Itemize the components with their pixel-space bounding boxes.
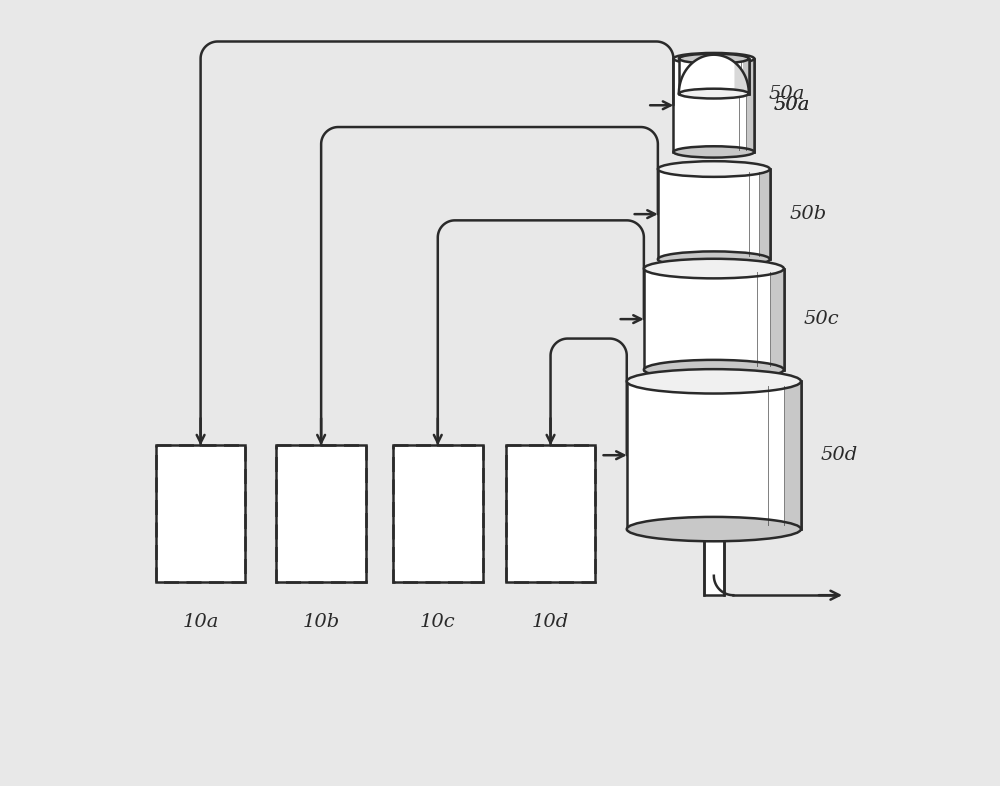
Bar xyxy=(276,446,366,582)
Bar xyxy=(673,59,754,152)
Ellipse shape xyxy=(658,252,770,267)
Bar xyxy=(156,446,245,582)
Bar xyxy=(747,59,754,152)
Ellipse shape xyxy=(644,360,784,380)
Bar xyxy=(627,381,801,529)
Ellipse shape xyxy=(658,161,770,177)
Ellipse shape xyxy=(644,259,784,278)
Bar xyxy=(743,59,749,94)
Text: 10c: 10c xyxy=(420,613,456,630)
Text: 50a: 50a xyxy=(774,96,810,114)
Bar xyxy=(785,381,801,529)
Bar xyxy=(506,446,595,582)
Polygon shape xyxy=(679,55,749,94)
Bar xyxy=(393,446,483,582)
Text: 10b: 10b xyxy=(303,613,340,630)
Bar xyxy=(506,446,595,582)
Ellipse shape xyxy=(679,89,749,98)
Bar xyxy=(276,446,366,582)
Bar xyxy=(644,269,784,369)
Text: 50a: 50a xyxy=(774,96,810,114)
Bar xyxy=(760,169,770,259)
Text: 50b: 50b xyxy=(789,205,827,223)
Text: 50c: 50c xyxy=(803,310,839,328)
Bar xyxy=(704,529,724,595)
Bar xyxy=(156,446,245,582)
Ellipse shape xyxy=(673,53,754,64)
Text: 10d: 10d xyxy=(532,613,569,630)
Polygon shape xyxy=(734,62,749,94)
Ellipse shape xyxy=(627,369,801,394)
Text: 50a: 50a xyxy=(768,85,805,103)
Bar xyxy=(679,59,749,94)
Bar xyxy=(658,169,770,259)
Text: 50d: 50d xyxy=(820,446,858,465)
Bar xyxy=(393,446,483,582)
Ellipse shape xyxy=(627,517,801,542)
Text: 10a: 10a xyxy=(182,613,219,630)
Ellipse shape xyxy=(673,146,754,157)
Ellipse shape xyxy=(679,53,749,64)
Bar xyxy=(771,269,784,369)
